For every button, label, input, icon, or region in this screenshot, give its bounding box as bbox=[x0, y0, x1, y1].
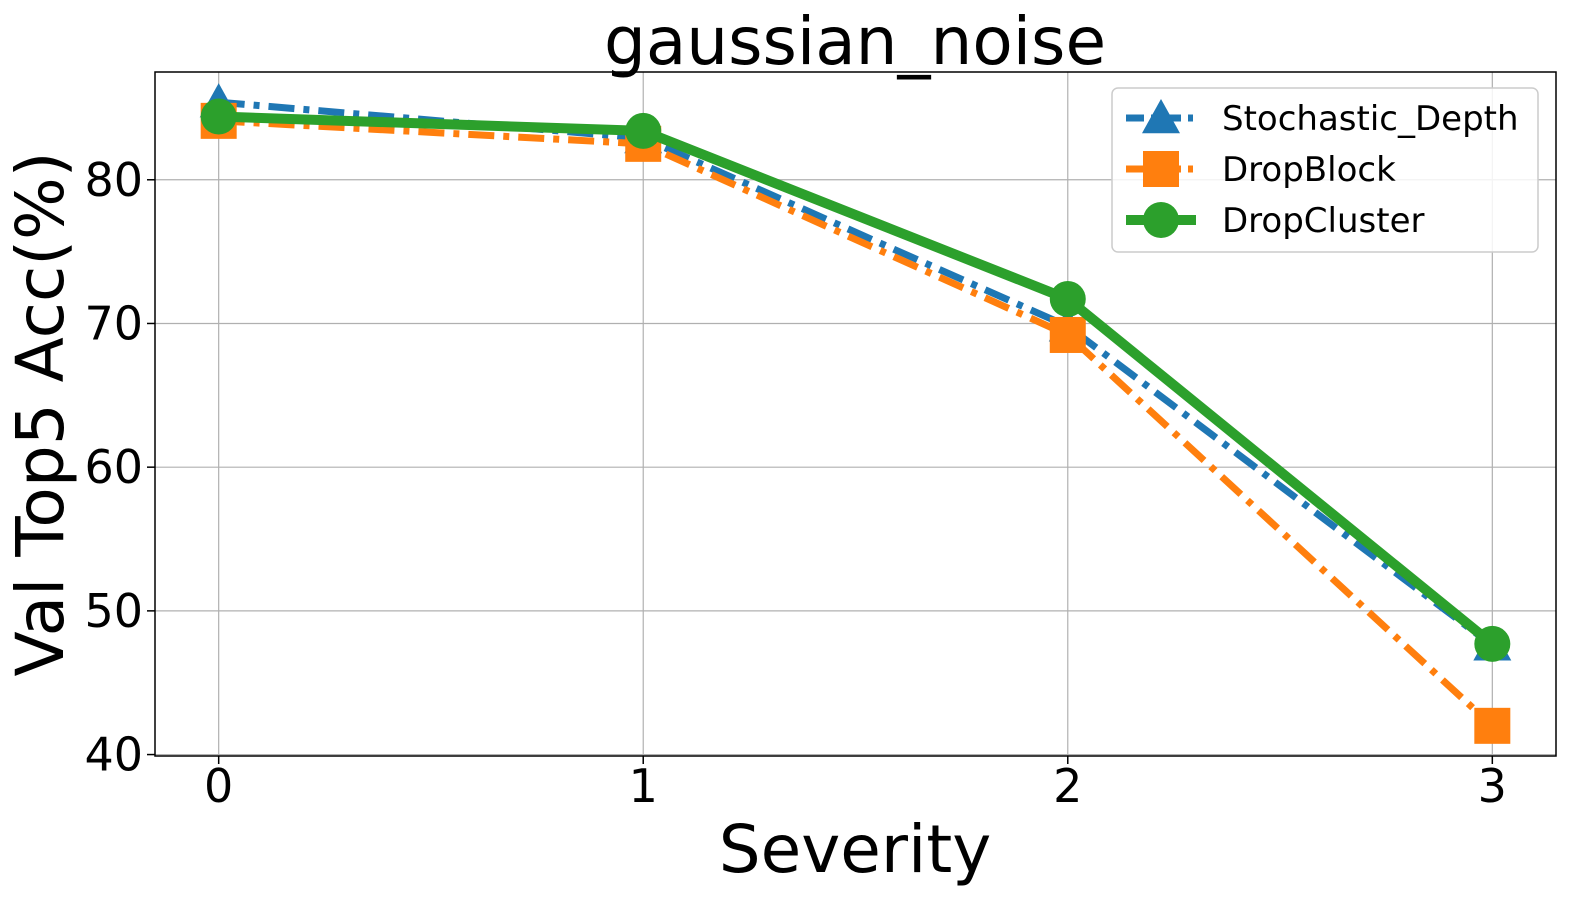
y-tick-label: 80 bbox=[84, 153, 143, 207]
x-axis-label: Severity bbox=[719, 811, 992, 888]
x-axis-ticks: 0 1 2 3 bbox=[204, 756, 1507, 813]
data-point bbox=[200, 98, 237, 135]
x-tick-label: 3 bbox=[1478, 759, 1507, 813]
legend: Stochastic_Depth DropBlock DropCluster bbox=[1111, 87, 1539, 253]
y-tick-label: 60 bbox=[84, 440, 143, 494]
x-tick-label: 0 bbox=[204, 759, 233, 813]
legend-marker bbox=[1142, 99, 1180, 134]
series-line bbox=[218, 117, 1495, 729]
x-tick-label: 1 bbox=[629, 759, 658, 813]
data-point bbox=[1049, 316, 1086, 353]
y-tick-label: 40 bbox=[84, 728, 143, 782]
legend-box bbox=[1111, 87, 1539, 253]
y-axis-label: Val Top5 Acc(%) bbox=[2, 152, 79, 677]
legend-item: Stochastic_Depth bbox=[1126, 99, 1519, 139]
x-tick-label: 2 bbox=[1053, 759, 1082, 813]
y-tick-label: 70 bbox=[84, 296, 143, 350]
series-dropcluster bbox=[200, 98, 1511, 662]
legend-label: DropCluster bbox=[1222, 201, 1424, 241]
legend-item: DropBlock bbox=[1126, 150, 1396, 190]
legend-item: DropCluster bbox=[1126, 201, 1424, 241]
legend-marker bbox=[1143, 151, 1179, 187]
series-layer bbox=[199, 83, 1512, 744]
plot-area-frame bbox=[154, 71, 1557, 757]
legend-label: Stochastic_Depth bbox=[1222, 99, 1519, 139]
chart-title: gaussian_noise bbox=[604, 3, 1106, 80]
data-point bbox=[1474, 707, 1511, 744]
data-point bbox=[625, 112, 662, 149]
data-point bbox=[1474, 625, 1511, 662]
y-axis-ticks: 40 50 60 70 80 bbox=[84, 153, 155, 782]
y-tick-label: 50 bbox=[84, 584, 143, 638]
series-line bbox=[218, 111, 1496, 648]
legend-label: DropBlock bbox=[1222, 150, 1396, 190]
data-point bbox=[1049, 281, 1086, 318]
legend-marker bbox=[1143, 202, 1179, 238]
